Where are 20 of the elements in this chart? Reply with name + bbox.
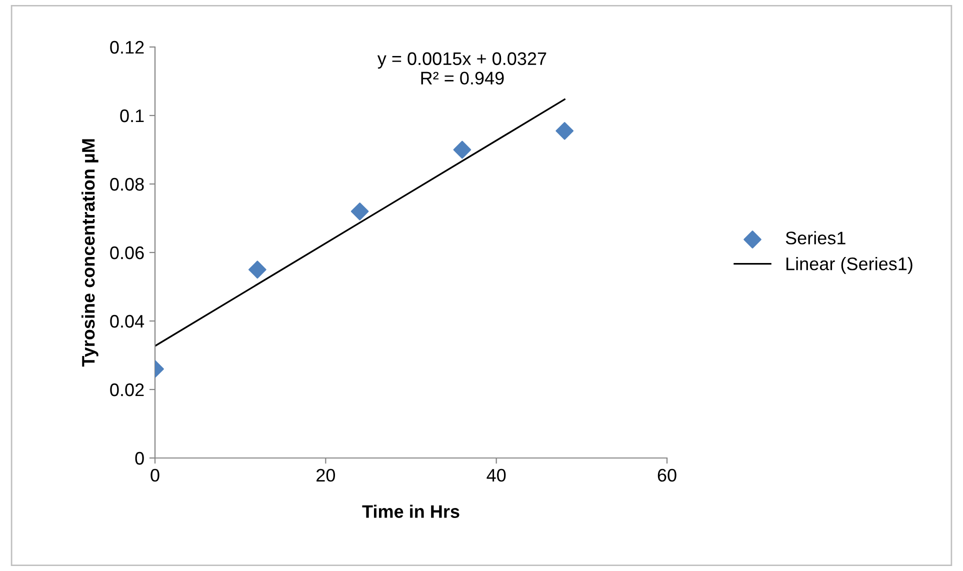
y-tick-label: 0.06 <box>110 246 144 260</box>
legend-label: Series1 <box>786 231 846 244</box>
point <box>350 202 369 220</box>
y-tick-label: 0.12 <box>110 40 144 54</box>
point <box>248 260 266 279</box>
y-tick-label: 0.08 <box>110 178 144 191</box>
y-tick-label: 0.1 <box>120 109 144 122</box>
y-tick-label: 0 <box>135 452 144 465</box>
x-axis-title: Time in Hrs <box>362 504 460 518</box>
x-tick-label: 40 <box>486 468 506 482</box>
y-tick-label: 0.02 <box>110 383 144 396</box>
x-tick-label: 60 <box>658 468 676 482</box>
point <box>556 122 574 140</box>
point <box>453 140 472 159</box>
y-axis-title: Tyrosine concentration µM <box>81 139 98 367</box>
legend-label: Linear (Series1) <box>786 257 912 274</box>
y-tick-label: 0.04 <box>110 314 144 328</box>
annotation: y = 0.0015x + 0.0327 R² = 0.949 <box>377 52 546 85</box>
x-tick-label: 20 <box>316 468 336 482</box>
x-tick-label: 0 <box>150 468 160 482</box>
